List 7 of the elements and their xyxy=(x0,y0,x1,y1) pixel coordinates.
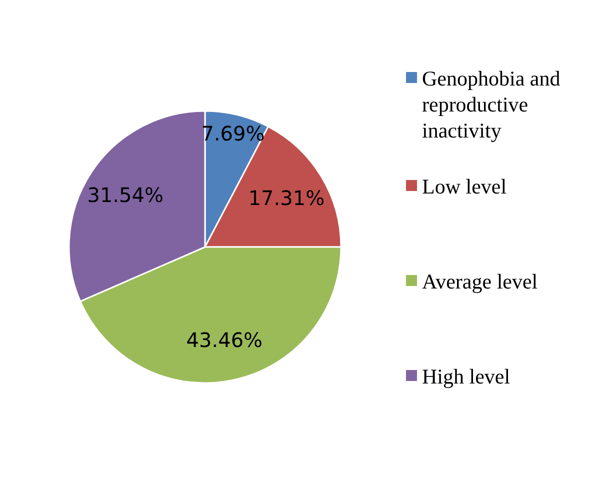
data-label: 31.54% xyxy=(87,182,164,207)
legend-label: Genophobia and reproductive inactivity xyxy=(422,66,561,142)
data-label: 43.46% xyxy=(186,328,263,352)
legend-label: Average level xyxy=(422,269,538,294)
legend-label: Low level xyxy=(422,174,507,198)
data-label: 17.31% xyxy=(248,186,325,210)
legend-label: High level xyxy=(422,364,510,388)
